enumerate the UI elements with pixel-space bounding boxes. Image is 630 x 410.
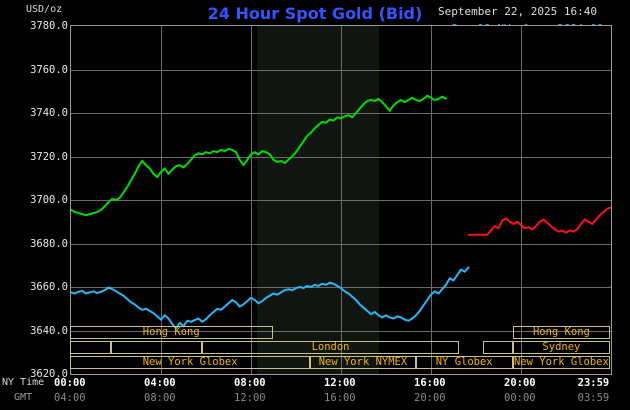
x-axis-ny-tick-label: 04:00 — [144, 377, 176, 389]
session-ny-globex-1 — [70, 356, 311, 369]
gridline-vertical — [341, 26, 342, 374]
y-axis-tick-label: 3660.0 — [30, 281, 68, 293]
x-axis-ny-tick-label: 16:00 — [414, 377, 446, 389]
x-axis-gmt-tick-label: 20:00 — [414, 392, 446, 404]
session-ny-nymex-label: New York NYMEX — [318, 356, 408, 368]
plot-area — [70, 25, 612, 375]
session-hong-kong-1-label: Hong Kong — [142, 326, 200, 338]
y-axis: 3780.0 3760.0 3740.0 3720.0 3700.0 3680.0 3660… — [0, 20, 68, 380]
series-line-ff1111 — [467, 206, 611, 236]
y-axis-tick-label: 3700.0 — [30, 194, 68, 206]
y-axis-tick-label: 3680.0 — [30, 237, 68, 250]
session-london — [202, 341, 459, 354]
y-axis-tick-label: 3640.0 — [30, 324, 68, 337]
gridline-vertical — [161, 26, 162, 374]
session-ny-nymex — [310, 356, 416, 369]
x-axis-row2-label: GMT — [14, 392, 33, 403]
session-sydney-label: Sydney — [542, 341, 581, 353]
session-hong-kong-1 — [70, 326, 273, 339]
session-ny-globex-2-label: NY Globex — [435, 356, 493, 368]
x-axis-row1-label: NY Time — [2, 377, 45, 388]
x-axis-gmt-tick-label: 12:00 — [234, 392, 266, 404]
series-canvas — [71, 94, 611, 330]
x-axis-gmt-tick-label: 16:00 — [324, 392, 356, 404]
gridline-vertical — [431, 26, 432, 374]
y-axis-tick-label: 3740.0 — [30, 107, 68, 119]
series-line-00dd00 — [71, 94, 447, 217]
x-axis-gmt-tick-label: 00:00 — [504, 392, 536, 404]
session-sydney — [512, 341, 610, 354]
session-london-label: London — [311, 341, 350, 353]
session-bar-c — [483, 341, 513, 354]
x-axis-gmt-tick-label: 03:59 — [577, 392, 610, 404]
session-bar-b — [110, 341, 203, 354]
x-axis: NY Time GMT 00:00 04:00 04:00 08:00 08:00 12:… — [0, 376, 630, 410]
y-axis-tick-label: 3720.0 — [30, 150, 68, 163]
market-session-bars: Hong Kong London New York Globex New York N… — [70, 326, 612, 374]
page-title: 24 Hour Spot Gold (Bid) — [207, 4, 423, 23]
y-axis-unit-label: USD/oz — [26, 4, 63, 15]
session-bar-a — [70, 341, 111, 354]
session-ny-globex-2 — [415, 356, 513, 369]
session-ny-globex-1-label: New York Globex — [142, 356, 238, 368]
x-axis-ny-tick-label: 12:00 — [324, 377, 356, 389]
x-axis-ny-tick-label: 00:00 — [54, 377, 86, 389]
x-axis-ny-tick-label: 08:00 — [234, 377, 266, 389]
y-axis-tick-label: 3780.0 — [30, 20, 68, 32]
x-axis-gmt-tick-label: 04:00 — [54, 392, 86, 404]
series-line-29b6f6 — [71, 266, 470, 330]
session-ny-globex-3 — [512, 356, 610, 369]
gridline-vertical — [251, 26, 252, 374]
session-hong-kong-2-label: Hong Kong — [532, 326, 590, 338]
gridline-vertical — [521, 26, 522, 374]
x-axis-ny-tick-label: 20:00 — [504, 377, 536, 389]
session-hong-kong-2 — [512, 326, 610, 339]
y-axis-tick-label: 3620.0 — [30, 368, 68, 380]
x-axis-gmt-tick-label: 08:00 — [144, 392, 176, 404]
timestamp-label: September 22, 2025 16:40 — [438, 5, 597, 18]
session-ny-globex-3-label: New York Globex — [513, 356, 609, 368]
y-axis-tick-label: 3760.0 — [30, 63, 68, 76]
x-axis-ny-tick-label: 23:59 — [577, 377, 610, 389]
